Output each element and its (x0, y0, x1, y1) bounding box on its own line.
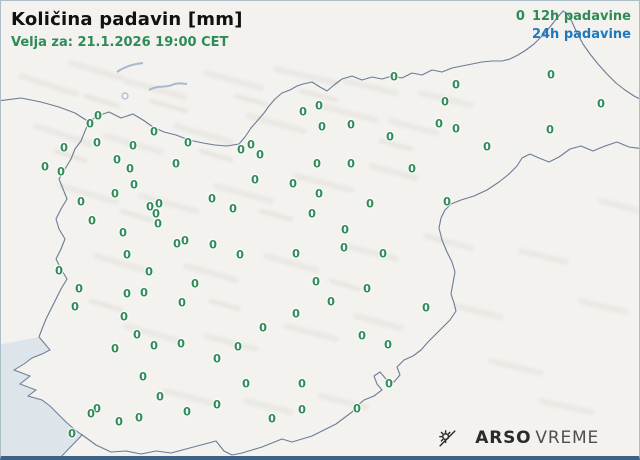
legend-12h-label: 12h padavine (531, 9, 631, 24)
border-west (38, 121, 90, 338)
sea-area (1, 337, 82, 456)
header: Količina padavin [mm] Velja za: 21.1.202… (11, 9, 243, 50)
valid-time-label: Velja za: 21.1.2026 19:00 CET (11, 35, 229, 50)
logo-product: VREME (535, 428, 599, 448)
logo-agency: ARSO (475, 428, 532, 448)
lake-shape (116, 62, 144, 73)
country-borders (1, 10, 639, 456)
legend-24h-label: 24h padavine (531, 27, 631, 42)
legend-item-12h[interactable]: 0 12h padavine (516, 9, 631, 25)
logo-wordmark: ARSO VREME (475, 428, 599, 448)
legend-sample-marker: 0 (515, 9, 525, 24)
legend: 0 12h padavine 24h padavine (516, 9, 631, 43)
lake-shape (148, 82, 188, 91)
lake-shape (121, 92, 129, 100)
coastline (12, 336, 83, 456)
legend-item-24h[interactable]: 24h padavine (532, 27, 631, 43)
sun-crossed-icon (439, 430, 456, 447)
border-north (1, 10, 639, 147)
terrain-shading (18, 60, 639, 415)
border-east-south (80, 141, 639, 456)
page-title: Količina padavin [mm] (11, 9, 243, 30)
lakes (116, 62, 188, 100)
arso-vreme-logo[interactable]: ARSO VREME (436, 427, 599, 449)
